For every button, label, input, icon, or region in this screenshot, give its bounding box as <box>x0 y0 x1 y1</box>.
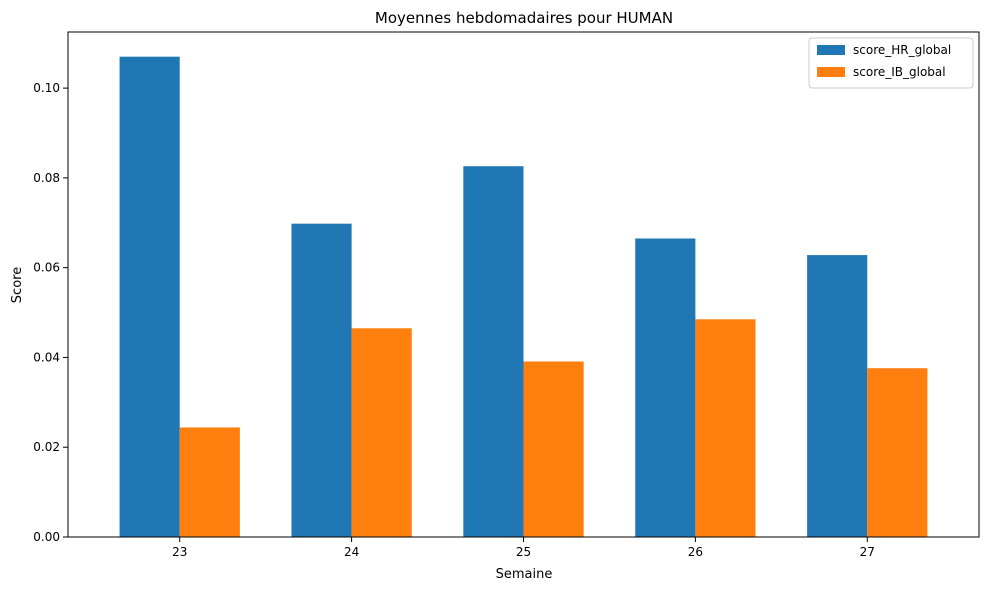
x-tick-label: 23 <box>172 545 187 559</box>
chart-title: Moyennes hebdomadaires pour HUMAN <box>375 9 673 27</box>
x-tick-label: 27 <box>860 545 875 559</box>
x-tick-label: 25 <box>516 545 531 559</box>
x-axis-ticks: 23 24 25 26 27 <box>172 537 875 559</box>
y-tick-label: 0.06 <box>33 261 60 275</box>
y-tick-label: 0.04 <box>33 350 60 364</box>
legend-label-hr: score_HR_global <box>853 43 951 57</box>
bar-score_HR_global-27 <box>807 255 868 537</box>
bar-score_HR_global-25 <box>463 166 524 537</box>
y-tick-label: 0.00 <box>33 530 60 544</box>
bar-score_IB_global-24 <box>351 328 412 537</box>
y-tick-label: 0.08 <box>33 171 60 185</box>
bar-score_HR_global-24 <box>291 223 352 538</box>
y-tick-label: 0.02 <box>33 440 60 454</box>
y-axis-label: Score <box>10 267 25 303</box>
x-tick-label: 24 <box>344 545 359 559</box>
legend-box <box>808 37 974 89</box>
bar-score_IB_global-25 <box>523 361 584 537</box>
bar-score_HR_global-26 <box>635 238 696 537</box>
bars-group <box>119 56 928 538</box>
legend-label-ib: score_IB_global <box>853 65 946 79</box>
bar-score_IB_global-27 <box>867 368 928 537</box>
x-axis-label: Semaine <box>496 567 553 582</box>
y-tick-label: 0.10 <box>33 81 60 95</box>
bar-score_IB_global-26 <box>695 319 756 537</box>
legend: score_HR_global score_IB_global <box>808 37 974 89</box>
bar-score_HR_global-23 <box>119 56 180 537</box>
legend-swatch-hr <box>817 45 845 55</box>
x-tick-label: 26 <box>688 545 703 559</box>
bar-score_IB_global-23 <box>179 427 240 537</box>
legend-swatch-ib <box>817 67 845 77</box>
y-axis-ticks: 0.00 0.02 0.04 0.06 0.08 0.10 <box>33 81 68 544</box>
